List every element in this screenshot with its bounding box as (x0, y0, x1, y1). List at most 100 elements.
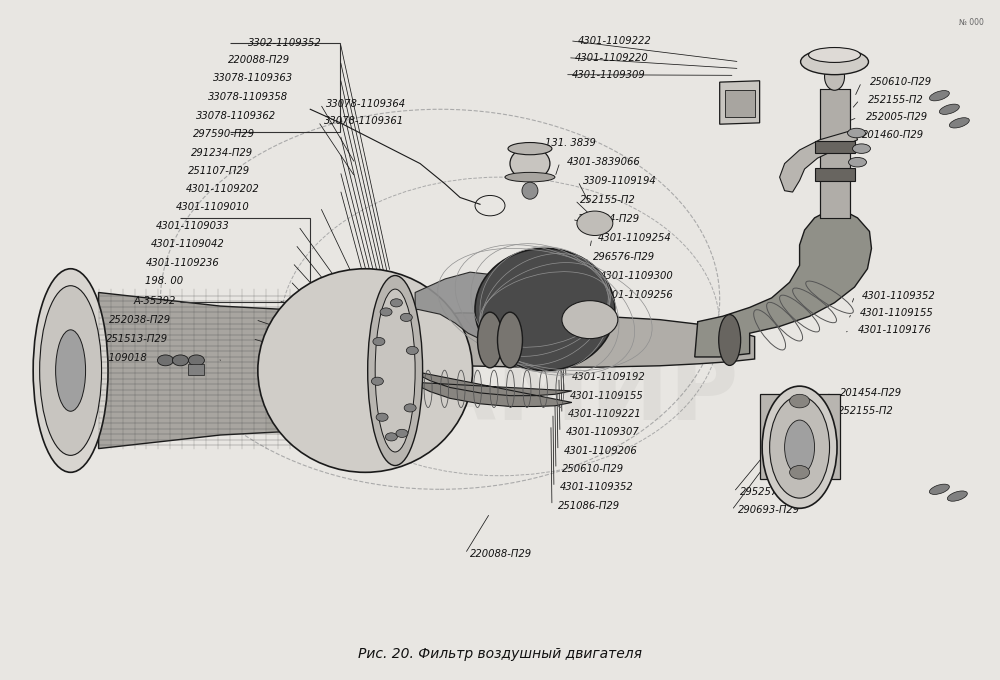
Polygon shape (720, 81, 760, 124)
Ellipse shape (825, 63, 845, 90)
Circle shape (188, 355, 204, 366)
Text: ДИАМИР: ДИАМИР (261, 348, 739, 440)
Ellipse shape (929, 484, 949, 494)
Text: 33078-1109364: 33078-1109364 (326, 99, 406, 109)
Text: 4301-1109352: 4301-1109352 (560, 482, 634, 492)
Text: 252155-П2: 252155-П2 (355, 429, 411, 439)
Text: 33078-1109361: 33078-1109361 (324, 116, 404, 126)
Text: 251107-П29: 251107-П29 (188, 166, 251, 176)
Circle shape (562, 301, 618, 339)
Ellipse shape (508, 143, 552, 155)
Text: 4301-1109256: 4301-1109256 (600, 290, 674, 299)
Text: 4301-1109033: 4301-1109033 (155, 221, 229, 231)
Text: 4301-1109352: 4301-1109352 (861, 291, 935, 301)
Ellipse shape (40, 286, 102, 456)
Ellipse shape (33, 269, 108, 473)
Ellipse shape (848, 129, 865, 138)
Text: 4301-1109192: 4301-1109192 (572, 373, 646, 382)
Text: 4301-1109254: 4301-1109254 (598, 233, 672, 243)
Ellipse shape (522, 182, 538, 199)
Text: 4301-1109176: 4301-1109176 (858, 325, 931, 335)
Text: 4301-1109307: 4301-1109307 (566, 427, 640, 437)
Circle shape (380, 308, 392, 316)
Text: 291234-П29: 291234-П29 (191, 148, 254, 158)
Circle shape (404, 404, 416, 412)
Polygon shape (410, 371, 572, 407)
Circle shape (577, 211, 613, 235)
Polygon shape (760, 394, 840, 479)
Bar (815, 141, 855, 154)
Text: Рис. 20. Фильтр воздушный двигателя: Рис. 20. Фильтр воздушный двигателя (358, 647, 642, 660)
Text: 250610-П29: 250610-П29 (869, 77, 932, 87)
Ellipse shape (368, 275, 423, 466)
Text: 252038-П29: 252038-П29 (109, 315, 171, 324)
Bar (725, 90, 755, 118)
Text: 201454-П29: 201454-П29 (578, 214, 640, 224)
Bar (815, 169, 855, 180)
Bar (188, 364, 204, 375)
Ellipse shape (258, 269, 473, 473)
Text: 4301-1109300: 4301-1109300 (600, 271, 674, 281)
Ellipse shape (505, 173, 555, 182)
Ellipse shape (498, 312, 522, 368)
Text: 250610-П29: 250610-П29 (562, 464, 624, 474)
Text: 4301-1109155: 4301-1109155 (570, 390, 644, 401)
Text: 296576-П29: 296576-П29 (593, 252, 655, 262)
Circle shape (172, 355, 188, 366)
Circle shape (157, 355, 173, 366)
Ellipse shape (785, 420, 815, 475)
Text: 4301-3839066: 4301-3839066 (567, 157, 641, 167)
Ellipse shape (719, 315, 741, 365)
Polygon shape (780, 130, 858, 192)
Text: 251086-П29: 251086-П29 (558, 500, 620, 511)
Ellipse shape (375, 289, 415, 452)
Polygon shape (695, 211, 871, 357)
Text: 5441. 1118783: 5441. 1118783 (350, 447, 427, 458)
Circle shape (790, 466, 810, 479)
Text: 4301-1109309: 4301-1109309 (572, 69, 646, 80)
Ellipse shape (949, 118, 969, 128)
Ellipse shape (56, 330, 86, 411)
Text: 33078-1109363: 33078-1109363 (213, 73, 294, 83)
Circle shape (390, 299, 402, 307)
Text: 4301-1109222: 4301-1109222 (578, 36, 652, 46)
Circle shape (373, 337, 385, 345)
Text: 4301-1109010: 4301-1109010 (175, 202, 249, 212)
Ellipse shape (510, 148, 550, 180)
Text: 131. 3839: 131. 3839 (545, 138, 596, 148)
Text: 201460-П29: 201460-П29 (861, 130, 924, 140)
Ellipse shape (939, 104, 959, 114)
Text: 4301-1109220: 4301-1109220 (575, 52, 649, 63)
Text: А-35392: А-35392 (134, 296, 176, 305)
Circle shape (385, 432, 397, 441)
Ellipse shape (478, 312, 502, 368)
Ellipse shape (947, 491, 967, 501)
Circle shape (371, 377, 383, 386)
Text: 295257-П29: 295257-П29 (740, 487, 802, 497)
Text: 251513-П29: 251513-П29 (106, 334, 168, 343)
Text: 220088-П29: 220088-П29 (470, 549, 532, 559)
Text: 3309-1109194: 3309-1109194 (583, 176, 657, 186)
Circle shape (396, 429, 408, 437)
Ellipse shape (475, 248, 615, 371)
Text: 4301-1109221: 4301-1109221 (568, 409, 642, 419)
Text: 220088-П29: 220088-П29 (228, 55, 291, 65)
Polygon shape (99, 292, 350, 449)
Text: 33078-1109362: 33078-1109362 (196, 111, 277, 121)
Text: 4301-1109155: 4301-1109155 (860, 308, 933, 318)
Circle shape (376, 413, 388, 422)
Text: 252155-П2: 252155-П2 (580, 195, 636, 205)
Text: 252155-П2: 252155-П2 (838, 405, 893, 415)
Ellipse shape (929, 90, 949, 101)
Ellipse shape (770, 396, 830, 498)
Text: 198. 00: 198. 00 (145, 276, 184, 286)
Polygon shape (395, 313, 755, 367)
Text: 201454-П29: 201454-П29 (840, 388, 902, 398)
Text: 33078-1109358: 33078-1109358 (208, 92, 289, 102)
Text: 297590-П29: 297590-П29 (193, 129, 256, 139)
Ellipse shape (762, 386, 837, 508)
Text: 3302-1109352: 3302-1109352 (248, 38, 322, 48)
Text: № 000: № 000 (959, 18, 984, 27)
Polygon shape (415, 272, 538, 343)
Ellipse shape (809, 48, 860, 63)
